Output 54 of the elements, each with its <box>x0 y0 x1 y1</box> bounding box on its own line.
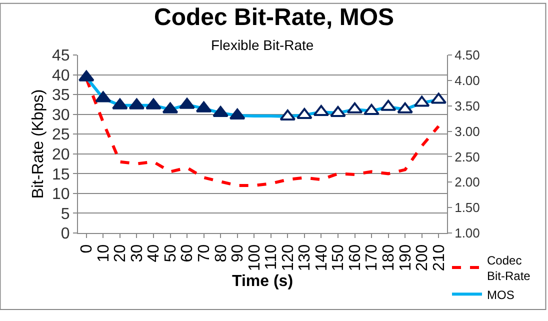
x-tick-label: 80 <box>212 244 230 262</box>
x-tick-label: 120 <box>280 244 297 272</box>
y2-tick-label: 1.50 <box>454 200 480 216</box>
point <box>296 108 312 120</box>
x-tick-label: 60 <box>179 244 196 262</box>
legend-label: MOS <box>487 288 514 302</box>
x-tick-label: 10 <box>95 244 112 262</box>
y2-tick-label: 3.00 <box>454 124 480 139</box>
y2-tick-label: 4.00 <box>454 72 480 88</box>
x-tick-label: 200 <box>414 244 432 272</box>
point <box>112 98 128 110</box>
chart-subtitle: Flexible Bit-Rate <box>211 37 314 53</box>
x-tick-label: 210 <box>430 244 448 272</box>
point <box>212 106 228 117</box>
y-tick-label: 0 <box>60 226 70 243</box>
x-tick-label: 100 <box>246 244 264 272</box>
x-tick-label: 50 <box>162 244 180 262</box>
x-tick-label: 20 <box>112 244 130 262</box>
x-tick-label: 180 <box>380 244 398 272</box>
y2-tick-label: 2.00 <box>454 174 480 190</box>
y-tick-label: 30 <box>52 106 70 124</box>
legend-label: Codec Bit-Rate <box>487 253 531 284</box>
x-tick-label: 110 <box>263 244 280 270</box>
point <box>397 102 413 114</box>
x-tick-label: 30 <box>128 244 146 262</box>
y2-tick-label: 2.50 <box>454 149 480 164</box>
x-tick-label: 160 <box>346 244 364 272</box>
point <box>364 104 380 115</box>
x-tick-label: 130 <box>296 244 314 272</box>
chart-title: Codec Bit-Rate, MOS <box>154 4 394 31</box>
y2-tick-label: 3.50 <box>454 98 480 114</box>
y-axis-title: Bit-Rate (Kbps) <box>30 89 47 199</box>
point <box>146 98 162 110</box>
x-tick-label: 190 <box>397 244 414 272</box>
y-tick-label: 10 <box>52 186 70 204</box>
y2-tick-label: 1.00 <box>454 226 480 241</box>
x-axis-title: Time (s) <box>232 272 294 290</box>
point <box>330 106 346 117</box>
y-tick-label: 35 <box>52 87 70 104</box>
y-tick-label: 15 <box>52 166 70 184</box>
point <box>179 98 195 109</box>
y-tick-label: 5 <box>60 206 70 223</box>
y-tick-label: 45 <box>52 48 70 65</box>
x-tick-label: 70 <box>196 244 213 262</box>
x-tick-label: 140 <box>313 244 330 272</box>
y2-tick-label: 4.50 <box>454 48 480 63</box>
y-tick-label: 40 <box>52 67 70 84</box>
x-tick-label: 170 <box>364 244 381 272</box>
x-tick-label: 0 <box>78 244 96 254</box>
x-tick-label: 150 <box>330 244 348 272</box>
y-tick-label: 25 <box>52 126 70 144</box>
x-tick-label: 40 <box>146 244 163 262</box>
x-tick-label: 90 <box>230 244 247 262</box>
y-tick-label: 20 <box>52 146 70 164</box>
